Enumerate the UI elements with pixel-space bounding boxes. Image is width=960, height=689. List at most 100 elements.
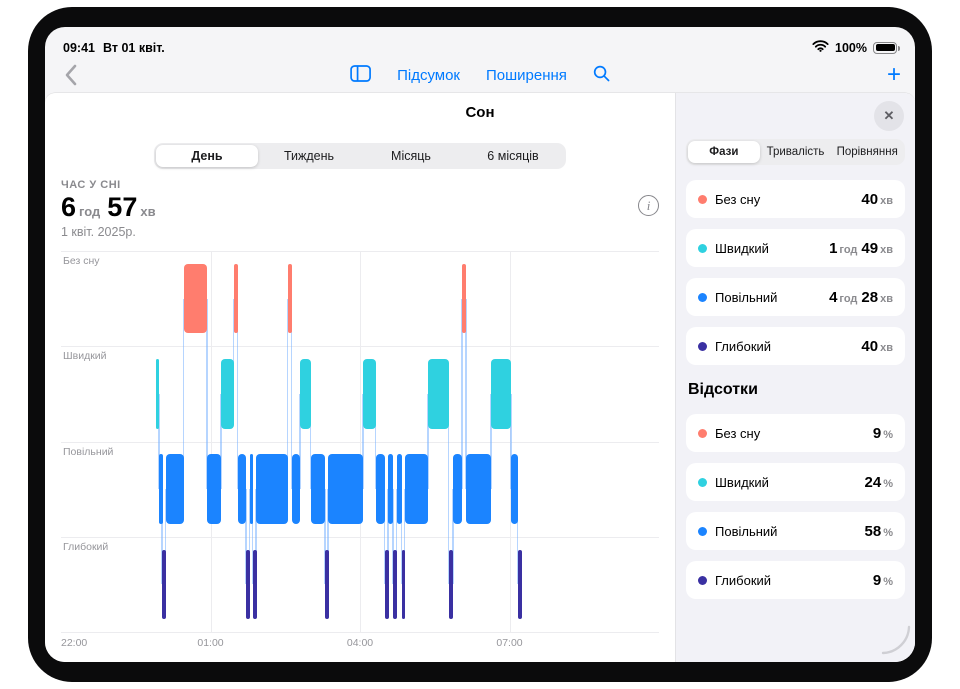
sleep-segment-rem <box>428 359 449 429</box>
value-unit: % <box>883 575 893 588</box>
battery-icon <box>873 41 900 54</box>
panel-tab-3[interactable]: Порівняння <box>831 141 903 163</box>
chart-gridline <box>360 251 361 632</box>
stage-label: Повільний <box>715 523 778 539</box>
phase-percent-list: Без сну 9% Швидкий 24% Повільний 58% Глибокий 9… <box>686 414 905 599</box>
stage-color-dot <box>698 575 707 585</box>
close-button[interactable]: ✕ <box>874 101 904 131</box>
stage-color-dot <box>698 292 707 302</box>
period-tab-3[interactable]: Місяць <box>360 145 462 167</box>
value-unit: % <box>883 477 893 490</box>
sleep-segment-awake <box>462 263 467 334</box>
phase-percent-row[interactable]: Повільний 58% <box>686 512 905 550</box>
stage-transition-line <box>164 489 167 585</box>
chart-row-label: Без сну <box>63 255 100 267</box>
navigation-bar: Підсумок Поширення + <box>45 57 915 93</box>
sleep-segment-deep <box>517 549 522 620</box>
value-number: 40 <box>861 190 879 208</box>
ipad-device-frame: 09:41 Вт 01 квіт. 100% <box>28 7 932 682</box>
sleep-segment-rem <box>300 359 311 429</box>
period-tab-2[interactable]: Тиждень <box>258 145 360 167</box>
value-number: 24 <box>864 473 882 491</box>
chart-row-label: Глибокий <box>63 540 109 553</box>
add-button[interactable]: + <box>886 61 901 88</box>
stage-color-dot <box>698 526 707 536</box>
sleep-segment-core <box>328 454 364 524</box>
phase-percent-row[interactable]: Глибокий 9% <box>686 561 905 599</box>
panel-tab-1[interactable]: Фази <box>688 141 760 163</box>
sleep-segment-core <box>453 454 463 524</box>
screen: 09:41 Вт 01 квіт. 100% <box>45 27 915 662</box>
stage-transition-line <box>255 489 257 585</box>
stage-transition-line <box>516 489 519 585</box>
stage-transition-line <box>232 298 235 394</box>
sleep-segment-core <box>159 454 163 524</box>
stage-label: Без сну <box>715 425 761 441</box>
sidebar-toggle-icon[interactable] <box>350 64 371 86</box>
sleep-segment-awake <box>233 263 238 334</box>
panel-tabs: Фази Тривалість Порівняння <box>686 139 905 165</box>
period-tab-1[interactable]: День <box>156 145 258 167</box>
phase-percent-row[interactable]: Без сну 9% <box>686 414 905 452</box>
stage-transition-line <box>461 298 463 490</box>
nav-summary-button[interactable]: Підсумок <box>397 66 460 84</box>
duration-number: 57 <box>107 192 138 222</box>
value-number: 49 <box>861 239 879 257</box>
x-tick-label: 01:00 <box>197 637 224 649</box>
stage-transition-line <box>427 393 429 490</box>
stage-transition-line <box>299 393 301 490</box>
duration-unit: год <box>79 204 101 219</box>
sleep-segment-deep <box>384 549 389 620</box>
panel-tab-2[interactable]: Тривалість <box>760 141 832 163</box>
back-button[interactable] <box>57 62 83 88</box>
sleep-segment-deep <box>325 549 329 620</box>
sleep-segment-core <box>511 454 518 524</box>
stage-value: 4 год 28 хв <box>829 289 893 306</box>
value-number: 9 <box>872 424 882 442</box>
value-number: 40 <box>861 337 879 355</box>
stage-transition-line <box>309 393 312 490</box>
time-asleep-block: ЧАС У СНІ 6 год 57 хв 1 квіт. 2025р. i <box>45 169 675 239</box>
stage-label: Швидкий <box>715 474 769 490</box>
search-icon[interactable] <box>593 65 610 86</box>
sleep-chart-column: День Тиждень Місяць 6 місяців ЧАС У СНІ 6 го… <box>45 93 675 662</box>
sleep-segment-rem <box>155 359 160 429</box>
stage-transition-line <box>395 489 398 585</box>
status-date: Вт 01 квіт. <box>102 41 165 55</box>
stage-transition-line <box>465 298 467 490</box>
phase-duration-row[interactable]: Без сну 40 хв <box>686 180 905 218</box>
info-icon[interactable]: i <box>638 195 659 216</box>
stage-transition-line <box>286 298 289 490</box>
x-tick-label: 22:00 <box>61 637 88 649</box>
sleep-segment-core <box>207 454 222 524</box>
stage-transition-line <box>362 393 364 490</box>
stage-transition-line <box>510 393 512 490</box>
stage-label: Швидкий <box>715 240 769 256</box>
phase-percent-row[interactable]: Швидкий 24% <box>686 463 905 501</box>
stage-color-dot <box>698 428 707 438</box>
chart-row-label: Швидкий <box>63 350 107 363</box>
sleep-segment-awake <box>183 263 208 334</box>
phase-duration-row[interactable]: Глибокий 40 хв <box>686 327 905 365</box>
sleep-segment-deep <box>252 549 257 620</box>
phase-duration-row[interactable]: Швидкий 1 год 49 хв <box>686 229 905 267</box>
stage-transition-line <box>403 489 406 585</box>
x-tick-label: 04:00 <box>346 637 374 649</box>
value-unit: % <box>883 428 893 441</box>
stage-value: 24% <box>865 474 893 491</box>
sleep-segment-core <box>310 454 326 524</box>
stage-label: Повільний <box>715 289 778 305</box>
stage-value: 9% <box>873 425 893 442</box>
phase-duration-row[interactable]: Повільний 4 год 28 хв <box>686 278 905 316</box>
value-unit: % <box>883 526 893 539</box>
stage-transition-line <box>374 393 377 490</box>
stage-color-dot <box>698 194 707 204</box>
value-unit: хв <box>880 341 893 354</box>
period-tab-4[interactable]: 6 місяців <box>462 145 564 167</box>
sleep-segment-core <box>256 454 288 524</box>
sleep-duration-value: 6 год 57 хв <box>61 192 659 223</box>
stage-transition-line <box>161 489 163 585</box>
sleep-stage-chart: Без сну Швидкий Повільний Глибокий <box>61 251 659 633</box>
nav-share-button[interactable]: Поширення <box>486 66 567 84</box>
value-unit: год <box>839 292 858 305</box>
